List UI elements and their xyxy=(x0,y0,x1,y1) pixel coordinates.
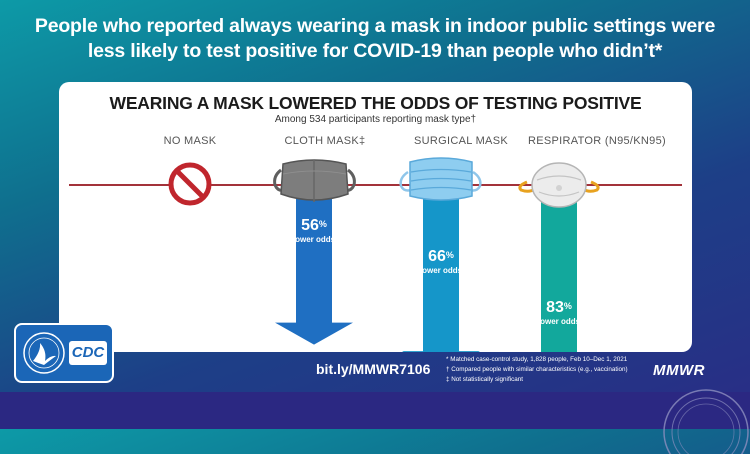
footnotes: * Matched case-control study, 1,828 peop… xyxy=(446,355,646,385)
mmwr-brand: MMWR xyxy=(653,362,705,379)
label-respirator: RESPIRATOR (N95/KN95) xyxy=(528,135,666,147)
label-no-mask: NO MASK xyxy=(163,135,217,147)
source-link[interactable]: bit.ly/MMWR7106 xyxy=(316,361,431,377)
headline-line-2: less likely to test positive for COVID-1… xyxy=(87,40,663,62)
card-title: WEARING A MASK LOWERED THE ODDS OF TESTI… xyxy=(109,93,642,113)
label-cloth-mask: CLOTH MASK‡ xyxy=(284,135,366,147)
hhs-seal-icon xyxy=(23,332,107,374)
cloth-odds-label: lower odds xyxy=(292,235,336,244)
cloth-arrow xyxy=(275,185,353,345)
headline: People who reported always wearing a mas… xyxy=(0,14,750,64)
no-symbol-icon xyxy=(168,162,212,206)
cloth-percent: 56% xyxy=(301,217,327,234)
footnote-2: † Compared people with similar character… xyxy=(446,366,628,373)
card-subtitle: Among 534 participants reporting mask ty… xyxy=(274,114,477,125)
respirator-arrow xyxy=(541,185,577,352)
footnote-1: * Matched case-control study, 1,828 peop… xyxy=(446,356,628,363)
headline-line-1: People who reported always wearing a mas… xyxy=(34,15,716,37)
hhs-cdc-logo: CDC xyxy=(14,323,114,383)
respirator-icon xyxy=(518,162,600,208)
surgical-odds-label: lower odds xyxy=(419,266,463,275)
label-surgical-mask: SURGICAL MASK xyxy=(414,135,508,147)
infographic-card: WEARING A MASK LOWERED THE ODDS OF TESTI… xyxy=(59,82,692,352)
cloth-mask-icon xyxy=(273,159,356,202)
corner-seal-icon xyxy=(663,389,749,454)
cdc-logo-text: CDC xyxy=(71,344,105,361)
respirator-percent: 83% xyxy=(546,299,572,316)
surgical-percent: 66% xyxy=(428,248,454,265)
respirator-odds-label: lower odds xyxy=(537,317,581,326)
surgical-arrow xyxy=(402,185,480,352)
surgical-mask-icon xyxy=(399,157,482,201)
baseline-line xyxy=(69,184,682,186)
mask-arrows-graphic xyxy=(168,157,600,352)
bottom-bar xyxy=(0,392,750,429)
footnote-3: ‡ Not statistically significant xyxy=(446,376,523,383)
